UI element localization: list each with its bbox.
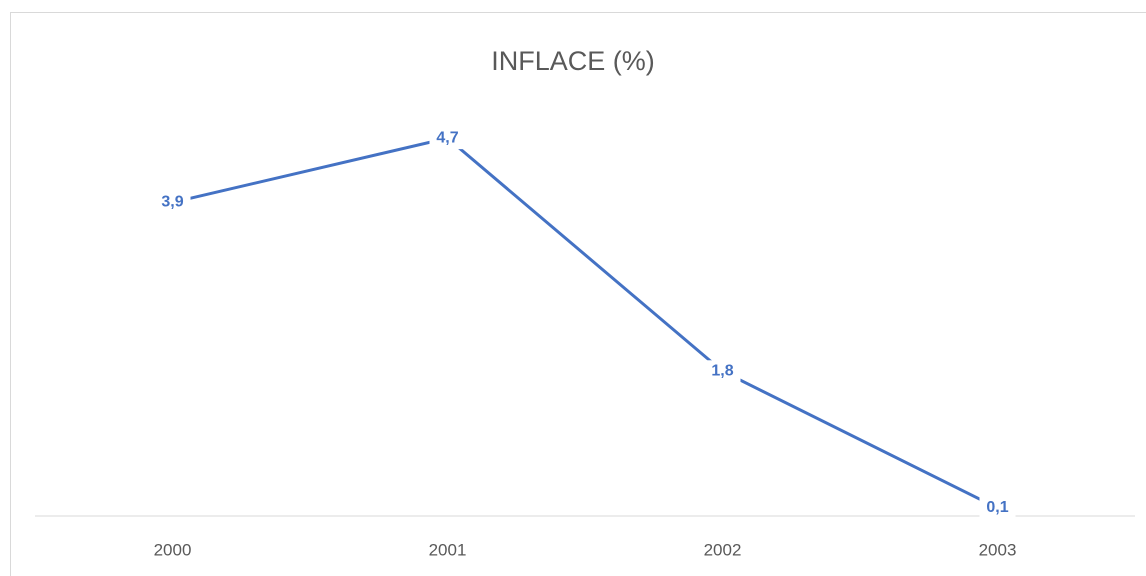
line (172, 136, 999, 510)
data-label: 3,9 (161, 194, 183, 211)
data-label: 0,1 (986, 499, 1008, 516)
data-label-bg (979, 496, 1016, 519)
chart-title: INFLACE (%) (491, 46, 655, 76)
data-label-bg (154, 191, 191, 214)
x-tick-label: 2001 (429, 540, 467, 559)
data-label-bg (429, 127, 466, 150)
data-label: 4,7 (436, 129, 458, 146)
data-label: 1,8 (711, 362, 733, 379)
x-tick-label: 2003 (979, 540, 1017, 559)
chart-border (10, 12, 1146, 576)
x-tick-label: 2000 (154, 540, 192, 559)
x-tick-label: 2002 (704, 540, 742, 559)
data-label-bg (704, 360, 741, 383)
